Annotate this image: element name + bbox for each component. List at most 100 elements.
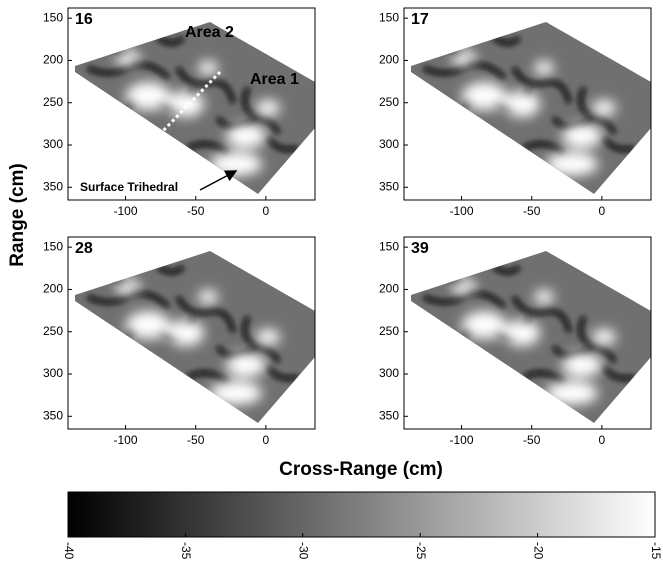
area-divider [158,70,222,136]
image-bright [452,279,616,405]
bright-spot [504,91,540,117]
texture [511,295,572,333]
image-bright [452,50,616,176]
panel-title: 28 [75,240,93,257]
texture [492,264,521,275]
y-tick-label: 150 [43,239,63,253]
annotation: Surface Trihedral [80,180,178,194]
bright-spot [534,61,554,75]
panel-title: 16 [75,11,93,28]
texture [601,136,635,152]
bright-spot [546,381,598,405]
y-tick-label: 150 [379,10,399,24]
x-tick-label: 0 [599,204,606,218]
texture [422,291,506,309]
colorbar-tick-label: -15 [649,542,663,560]
bright-spot [210,152,262,176]
y-tick-label: 300 [379,137,399,151]
bright-spot [562,353,602,377]
plot-frame [403,236,652,430]
texture [86,62,170,80]
panel-title: 39 [411,240,429,257]
y-tick-label: 350 [43,179,63,193]
texture [511,66,572,104]
texture [578,315,596,350]
x-tick-label: -100 [114,204,138,218]
annotation: Area 1 [250,71,299,88]
texture [242,86,260,121]
image-bright [116,279,280,405]
texture [492,35,521,46]
x-tick-label: -50 [523,204,541,218]
x-tick-label: 0 [599,433,606,447]
bright-spot [592,100,616,116]
plot-frame [67,236,316,430]
x-tick-label: -50 [187,204,205,218]
plot-frame [403,7,652,201]
texture [522,141,566,156]
panel-title: 17 [411,11,429,28]
colorbar-tick-label: -25 [414,542,428,560]
y-tick-label: 150 [43,10,63,24]
bright-spot [562,124,602,148]
panel: -100 -50 0 150 200 250 300 350 28 [43,236,316,447]
colorbar [67,491,656,538]
annotation-arrow [199,170,238,191]
y-tick-label: 200 [379,282,399,296]
x-tick-label: -50 [187,433,205,447]
panel: -100 -50 0 150 200 250 300 350 16 Area 2 Area 1 Sur… [43,7,316,218]
texture [175,66,236,104]
bright-spot [198,290,218,304]
y-tick-label: 350 [379,408,399,422]
colorbar-tick-label: -40 [62,542,76,560]
colorbar-tick-label: -30 [297,542,311,560]
texture [156,35,185,46]
y-tick-label: 300 [379,366,399,380]
x-tick-label: -50 [523,433,541,447]
bright-spot [462,311,506,339]
y-tick-label: 250 [379,95,399,109]
bright-spot [256,329,280,345]
y-tick-label: 350 [43,408,63,422]
texture [522,370,566,385]
bright-spot [116,50,140,66]
plot-frame [67,7,316,201]
panel: -100 -50 0 150 200 250 300 350 39 [379,236,652,447]
y-tick-label: 300 [43,366,63,380]
texture [215,345,281,364]
texture [175,295,236,333]
bright-spot [126,82,170,110]
texture [215,116,281,135]
y-tick-label: 200 [379,53,399,67]
x-axis-label: Cross-Range (cm) [279,459,443,480]
texture [422,62,506,80]
colorbar-tick-label: -20 [531,542,545,560]
x-tick-label: 0 [263,204,270,218]
bright-spot [452,279,476,295]
bright-spot [226,353,266,377]
y-tick-label: 150 [379,239,399,253]
bright-spot [168,91,204,117]
bright-spot [504,320,540,346]
sar-image [411,22,651,194]
colorbar-tick-label: -35 [179,542,193,560]
bright-spot [168,320,204,346]
texture [265,365,299,381]
y-tick-label: 250 [43,324,63,338]
texture [186,141,230,156]
sar-image [411,251,651,423]
bright-spot [452,50,476,66]
bright-spot [226,124,266,148]
texture [601,365,635,381]
y-tick-label: 350 [379,179,399,193]
image-bright [116,50,280,176]
texture [551,116,617,135]
bright-spot [210,381,262,405]
bright-spot [256,100,280,116]
annotation: Area 2 [185,24,234,41]
bright-spot [126,311,170,339]
sar-image [75,251,315,423]
x-tick-label: -100 [114,433,138,447]
texture [578,86,596,121]
